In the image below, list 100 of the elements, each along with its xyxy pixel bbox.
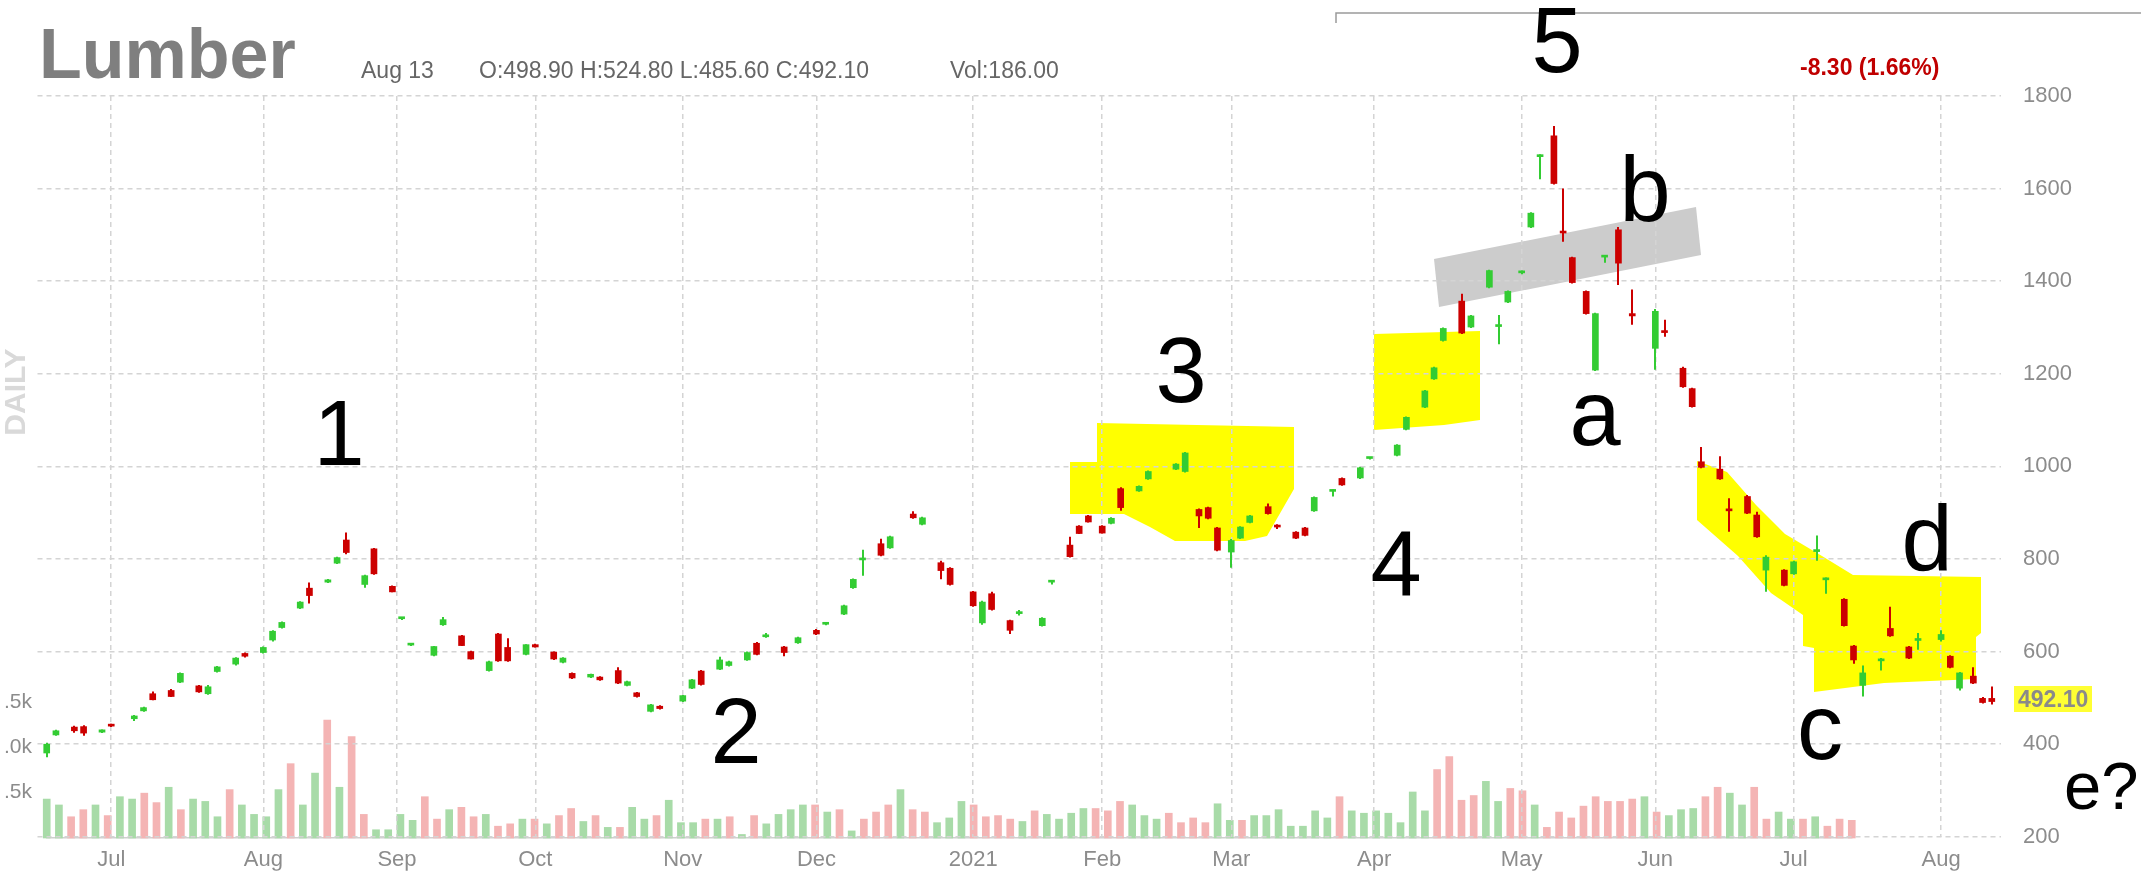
bar: [177, 809, 185, 839]
bar: [921, 811, 929, 839]
bar: [933, 822, 941, 839]
text: .5k: [3, 778, 32, 802]
text: 492.10: [2014, 686, 2093, 712]
annotation: 4: [1370, 511, 1422, 614]
bar: [201, 801, 210, 839]
bar: [628, 806, 636, 839]
x-tick-label: Jul: [97, 846, 126, 872]
bar: [384, 829, 393, 839]
x-tick-label: Aug: [243, 846, 283, 872]
bar: [1311, 810, 1319, 839]
bar: [67, 816, 75, 839]
bar: [445, 809, 454, 839]
bar: [286, 763, 295, 839]
bar: [79, 809, 88, 839]
bar: [1433, 769, 1441, 839]
y-tick-label: 1800: [2023, 82, 2072, 108]
bar: [1811, 816, 1820, 839]
bar: [1238, 819, 1246, 839]
bar: [1299, 825, 1307, 839]
bar: [1604, 801, 1612, 839]
bar: [786, 809, 795, 839]
bar: [1055, 818, 1063, 839]
bar: [1665, 815, 1673, 839]
bar: [274, 789, 283, 839]
bar: [1628, 798, 1637, 839]
annotation: 2: [710, 679, 762, 782]
x-tick-label: Dec: [796, 846, 837, 872]
bar: [140, 792, 149, 839]
bar: [1677, 809, 1685, 839]
x-tick-label: Feb: [1083, 846, 1122, 872]
text: Vol:186.00: [950, 57, 1059, 83]
bar: [1250, 815, 1258, 839]
bar: [116, 796, 124, 839]
bar: [494, 825, 502, 839]
y-tick-label: 1200: [2023, 359, 2072, 385]
bar: [1116, 801, 1124, 839]
bar: [1177, 822, 1185, 839]
bar: [750, 815, 758, 839]
x-tick-label: Mar: [1212, 846, 1251, 872]
annotation: b: [1619, 137, 1671, 240]
bar: [1067, 812, 1076, 839]
bar: [664, 799, 673, 839]
bar: [1164, 812, 1173, 839]
bar: [823, 811, 832, 839]
x-tick-label: Nov: [663, 846, 703, 872]
annotation: 1: [313, 381, 365, 484]
bar: [55, 804, 63, 839]
x-tick-label: May: [1500, 846, 1543, 872]
bar: [372, 829, 380, 839]
bar: [1103, 810, 1112, 839]
bar: [1384, 812, 1393, 839]
bar: [1738, 804, 1746, 839]
bar: [945, 817, 954, 839]
bar: [481, 814, 490, 839]
bar: [1689, 808, 1698, 839]
bar: [1543, 827, 1551, 839]
bar: [1335, 796, 1344, 839]
y-tick-label: 600: [2023, 637, 2060, 663]
bar: [42, 798, 51, 839]
bar: [1189, 817, 1198, 839]
bar: [1421, 810, 1429, 839]
x-tick-label: Jun: [1637, 846, 1674, 872]
candlestick: [398, 615, 405, 622]
chart-title: Lumber: [39, 15, 296, 93]
text: e?: [2064, 747, 2139, 823]
bar: [1347, 810, 1356, 839]
bar: [1567, 817, 1576, 839]
y-tick-label: 1000: [2023, 452, 2072, 478]
chart-subtitle: Aug 13: [361, 57, 434, 83]
bar: [1042, 814, 1051, 839]
bar: [238, 804, 246, 839]
bar: [982, 816, 990, 839]
x-tick-label: Apr: [1357, 846, 1392, 872]
bar: [1616, 801, 1624, 839]
bar: [616, 827, 624, 839]
bar: [1360, 812, 1368, 839]
bar: [250, 814, 258, 839]
bar: [689, 822, 697, 839]
bar: [323, 719, 332, 839]
text: -8.30 (1.66%): [1800, 54, 1940, 80]
bar: [896, 789, 905, 839]
bar: [1469, 795, 1478, 839]
bar: [164, 786, 173, 839]
bar: [1799, 818, 1807, 839]
bar: [1494, 801, 1502, 839]
bar: [994, 815, 1002, 839]
bar: [799, 804, 807, 839]
bar: [1555, 811, 1563, 839]
y-tick-label: 800: [2023, 545, 2060, 571]
bar: [128, 798, 136, 839]
annotation: a: [1569, 361, 1621, 464]
bar: [299, 804, 307, 839]
annotation: d: [1901, 486, 1953, 589]
bar: [347, 736, 356, 839]
y-tick-label: 1400: [2023, 267, 2072, 293]
x-tick-label: Oct: [518, 846, 553, 872]
bar: [1750, 786, 1759, 839]
annotation: 3: [1155, 318, 1207, 421]
